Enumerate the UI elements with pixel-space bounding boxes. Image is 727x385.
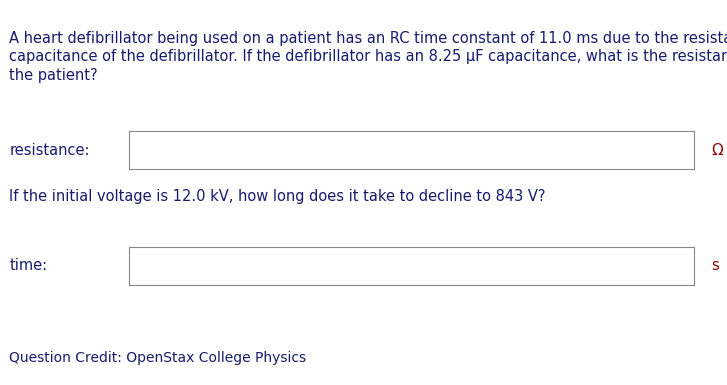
Text: the patient?: the patient? bbox=[9, 68, 98, 83]
Text: resistance:: resistance: bbox=[9, 143, 90, 157]
Text: time:: time: bbox=[9, 258, 47, 273]
Text: Question Credit: OpenStax College Physics: Question Credit: OpenStax College Physic… bbox=[9, 351, 307, 365]
Text: s: s bbox=[711, 258, 719, 273]
Text: A heart defibrillator being used on a patient has an RC time constant of 11.0 ms: A heart defibrillator being used on a pa… bbox=[9, 31, 727, 46]
Text: capacitance of the defibrillator. If the defibrillator has an 8.25 μF capacitanc: capacitance of the defibrillator. If the… bbox=[9, 49, 727, 64]
Text: Ω: Ω bbox=[711, 143, 723, 157]
Text: If the initial voltage is 12.0 kV, how long does it take to decline to 843 V?: If the initial voltage is 12.0 kV, how l… bbox=[9, 189, 546, 204]
